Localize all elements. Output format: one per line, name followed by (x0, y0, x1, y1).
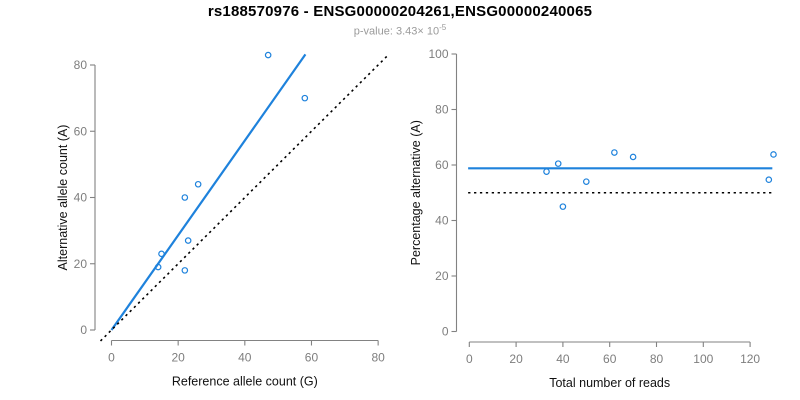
data-point (184, 237, 192, 244)
x-tick-label: 20 (171, 351, 185, 365)
y-tick-label: 40 (435, 214, 449, 228)
data-point (301, 94, 309, 102)
x-tick-label: 80 (650, 352, 664, 366)
y-tick-label: 20 (435, 269, 449, 283)
y-tick-label: 0 (80, 323, 87, 337)
y-tick-label: 100 (428, 47, 448, 61)
y-axis-title: Percentage alternative (A) (409, 120, 423, 265)
x-tick-label: 80 (371, 351, 385, 365)
pvalue-subtitle: p-value: 3.43× 10-5 (0, 23, 800, 38)
right-panel-scatter: 0 20 40 60 80 100 120 0 20 40 60 80 100 Total number … (409, 47, 777, 390)
x-axis-title: Reference allele count (G) (172, 375, 318, 389)
data-point (181, 194, 189, 201)
x-tick-label: 40 (238, 351, 252, 365)
data-point (770, 151, 777, 158)
x-tick-label: 60 (603, 352, 617, 366)
pvalue-text: p-value: 3.43× 10 (353, 25, 440, 38)
y-axis-title: Alternative allele count (A) (56, 125, 70, 271)
fit-line (110, 53, 307, 331)
data-point (765, 176, 773, 184)
x-tick-label: 20 (509, 352, 523, 366)
data-point (158, 250, 165, 258)
left-panel-scatter: 0 20 40 60 80 0 20 40 60 80 Reference allele count… (56, 51, 390, 389)
data-point (582, 178, 590, 185)
x-tick-label: 0 (108, 351, 115, 365)
y-tick-label: 40 (74, 191, 88, 205)
page-title: rs188570976 - ENSG00000204261,ENSG000002… (207, 3, 593, 20)
data-point (611, 149, 618, 156)
x-tick-label: 100 (693, 352, 713, 366)
data-point (543, 168, 550, 175)
identity-line (99, 53, 390, 342)
y-tick-label: 60 (435, 158, 449, 172)
y-tick-label: 80 (435, 103, 449, 117)
x-tick-label: 40 (556, 352, 570, 366)
data-point (559, 203, 567, 210)
data-point (194, 180, 202, 188)
y-tick-label: 0 (442, 325, 449, 339)
x-tick-label: 60 (305, 351, 319, 365)
pvalue-exponent: -5 (439, 23, 447, 32)
y-tick-label: 20 (74, 257, 88, 271)
data-point (554, 160, 562, 167)
y-tick-label: 80 (74, 58, 88, 72)
x-tick-label: 0 (466, 352, 473, 366)
data-point (154, 263, 162, 271)
x-axis-title: Total number of reads (549, 376, 670, 390)
data-point (181, 267, 189, 274)
x-tick-label: 120 (740, 352, 760, 366)
data-point (264, 51, 272, 59)
y-tick-label: 60 (74, 124, 88, 138)
data-point (629, 153, 637, 161)
